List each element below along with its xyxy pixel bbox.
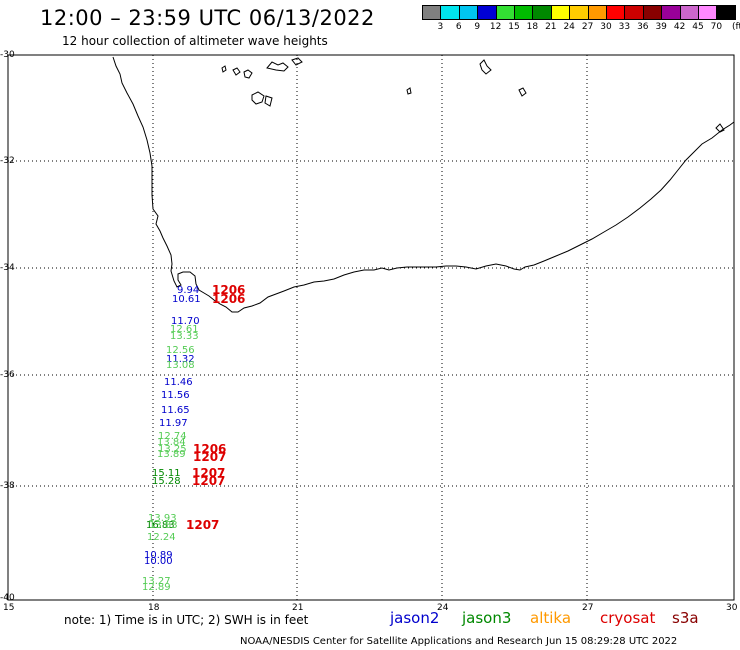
latitude-label: -34: [0, 263, 15, 273]
wave-height-label: 12.24: [147, 532, 176, 543]
legend-entry-altika: altika: [530, 609, 572, 627]
pass-time-label: 1207: [192, 466, 226, 480]
wave-height-label: 10.89: [144, 550, 173, 561]
wave-height-label: 11.70: [171, 316, 200, 327]
legend-entry-jason3: jason3: [462, 609, 512, 627]
color-scale-label: 3: [437, 22, 444, 32]
longitude-label: 30: [726, 603, 738, 613]
wave-height-label: 12.56: [166, 345, 195, 356]
color-scale-label: 6: [455, 22, 462, 32]
credit-line: NOAA/NESDIS Center for Satellite Applica…: [240, 636, 678, 647]
color-scale-label: 21: [545, 22, 557, 32]
latitude-label: -32: [0, 156, 15, 166]
pass-time-label: 1206: [193, 442, 227, 456]
wave-height-label: 13.84: [157, 437, 186, 448]
wave-height-label: 13.33: [170, 331, 199, 342]
pass-time-label: 1207: [192, 474, 226, 488]
color-scale-label: 18: [526, 22, 539, 32]
wave-height-label: 13.27: [142, 576, 171, 587]
footnote: note: 1) Time is in UTC; 2) SWH is in fe…: [64, 613, 309, 627]
color-scale-unit: (ft): [732, 22, 740, 32]
map-title: 12:00 – 23:59 UTC 06/13/2022: [40, 6, 375, 30]
color-scale-label: 24: [563, 22, 575, 32]
color-scale-label: 15: [508, 22, 520, 32]
wave-height-label: 11.32: [166, 354, 195, 365]
latitude-label: -36: [0, 370, 15, 380]
wave-height-label: 13.93: [148, 513, 177, 524]
legend-entry-s3a: s3a: [672, 609, 699, 627]
color-scale-label: 30: [600, 22, 612, 32]
color-scale-label: 12: [489, 22, 502, 32]
color-scale-label: 42: [673, 22, 686, 32]
wave-height-label: 13.83: [149, 520, 178, 531]
wave-height-label: 15.28: [152, 476, 181, 487]
legend-entry-cryosat: cryosat: [600, 609, 656, 627]
islands: [221, 57, 725, 133]
pass-time-label: 1207: [193, 450, 227, 464]
latitude-label: -40: [0, 593, 15, 603]
map-subtitle: 12 hour collection of altimeter wave hei…: [62, 34, 328, 48]
wave-height-label: 11.97: [159, 418, 188, 429]
pass-time-label: 1206: [212, 283, 246, 297]
wave-height-label: 10.61: [172, 294, 201, 305]
wave-height-label: 9.94: [177, 285, 200, 296]
wave-height-label: 16.83: [146, 520, 175, 531]
lat-lon-grid: [8, 55, 734, 600]
longitude-label: 27: [582, 603, 594, 613]
wave-height-label: 15.11: [152, 468, 181, 479]
color-scale-label: 27: [581, 22, 594, 32]
color-scale-label: 45: [692, 22, 704, 32]
wave-height-label: 13.89: [157, 449, 186, 460]
wave-height-label: 11.65: [161, 405, 190, 416]
longitude-label: 24: [437, 603, 449, 613]
pass-time-label: 1207: [186, 518, 220, 532]
wave-height-label: 12.61: [170, 324, 199, 335]
color-swatch: [716, 5, 736, 20]
wave-height-label: 13.08: [166, 360, 195, 371]
longitude-label: 18: [148, 603, 160, 613]
south-africa-coastline: [112, 56, 735, 313]
color-scale-label: 70: [710, 22, 723, 32]
latitude-label: -30: [0, 50, 15, 60]
color-scale-label: 9: [474, 22, 481, 32]
map-frame: [7, 54, 735, 601]
legend-entry-jason2: jason2: [390, 609, 440, 627]
longitude-label: 15: [3, 603, 15, 613]
wave-height-label: 11.56: [161, 390, 190, 401]
longitude-label: 21: [292, 603, 304, 613]
pass-time-label: 1206: [212, 292, 246, 306]
wave-height-label: 11.46: [164, 377, 193, 388]
wave-height-label: 12.74: [158, 431, 187, 442]
wave-height-label: 12.89: [142, 582, 171, 593]
color-scale-label: 33: [618, 22, 631, 32]
wave-height-label: 13.25: [158, 444, 187, 455]
color-scale-label: 39: [655, 22, 667, 32]
latitude-label: -38: [0, 481, 15, 491]
wave-height-label: 10.00: [144, 556, 173, 567]
color-scale-label: 36: [637, 22, 649, 32]
